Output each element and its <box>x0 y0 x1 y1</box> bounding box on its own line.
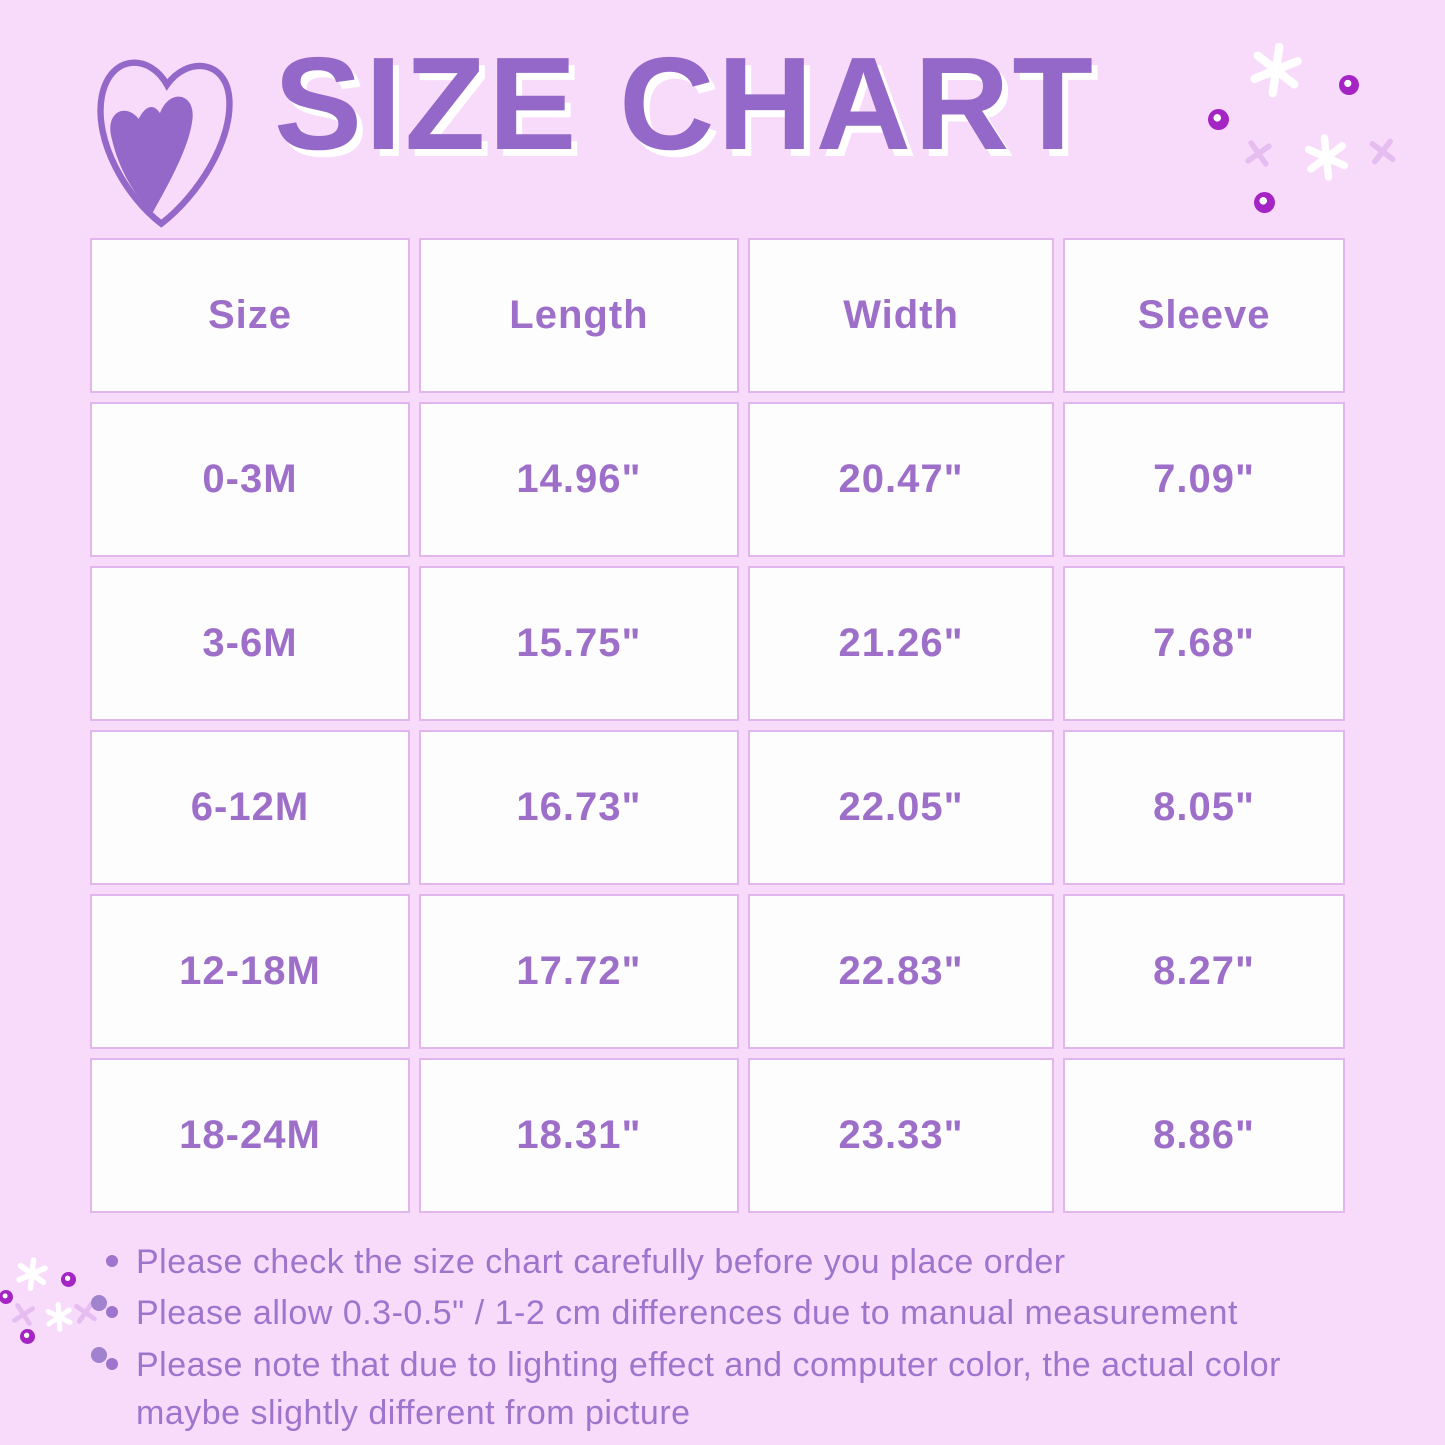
table-cell-sleeve: 8.86" <box>1063 1058 1345 1213</box>
dot-icon <box>0 1290 13 1304</box>
table-cell-length: 15.75" <box>418 566 739 721</box>
size-chart-table: Size Length Width Sleeve 0-3M 14.96" 20.… <box>90 238 1345 1213</box>
table-cell-size: 0-3M <box>90 402 410 557</box>
note-item: Please check the size chart carefully be… <box>100 1238 1345 1286</box>
table-cell-width: 21.26" <box>747 566 1055 721</box>
note-text: Please check the size chart carefully be… <box>136 1243 1066 1281</box>
cross-icon <box>1245 140 1272 167</box>
cross-icon <box>12 1303 35 1326</box>
table-cell-sleeve: 8.05" <box>1063 730 1345 885</box>
sparkle-star-icon <box>1303 134 1350 181</box>
column-header-width: Width <box>747 238 1055 393</box>
dot-icon <box>1254 192 1275 213</box>
heart-icon <box>82 48 252 228</box>
column-header-length: Length <box>418 238 739 393</box>
note-text: Please note that due to lighting effect … <box>136 1345 1281 1432</box>
notes-list: Please check the size chart carefully be… <box>100 1238 1345 1440</box>
table-cell-width: 22.83" <box>747 894 1055 1049</box>
muted-dot-icon <box>91 1347 107 1363</box>
note-item: Please allow 0.3-0.5" / 1-2 cm differenc… <box>100 1289 1345 1337</box>
bullet-dot-icon <box>106 1306 118 1319</box>
dot-icon <box>1208 109 1229 130</box>
cross-icon <box>74 1301 97 1324</box>
table-cell-size: 6-12M <box>90 730 410 885</box>
table-cell-sleeve: 8.27" <box>1063 894 1345 1049</box>
sparkle-star-icon <box>44 1302 74 1332</box>
note-text: Please allow 0.3-0.5" / 1-2 cm differenc… <box>136 1294 1238 1333</box>
column-header-sleeve: Sleeve <box>1063 238 1345 393</box>
bullet-dot-icon <box>106 1357 118 1370</box>
bullet-dot-icon <box>106 1255 118 1267</box>
table-cell-width: 22.05" <box>747 730 1055 885</box>
note-item: Please note that due to lighting effect … <box>100 1341 1345 1438</box>
table-cell-length: 16.73" <box>418 730 739 885</box>
table-cell-width: 23.33" <box>747 1058 1055 1213</box>
dot-icon <box>61 1272 76 1287</box>
table-cell-sleeve: 7.68" <box>1063 566 1345 721</box>
table-cell-length: 17.72" <box>418 894 739 1049</box>
table-cell-length: 14.96" <box>418 402 739 557</box>
table-cell-size: 12-18M <box>90 894 410 1049</box>
muted-dot-icon <box>91 1295 107 1311</box>
table-cell-sleeve: 7.09" <box>1063 402 1345 557</box>
cross-icon <box>1369 138 1396 165</box>
sparkle-star-icon <box>1248 42 1304 98</box>
table-cell-length: 18.31" <box>418 1058 739 1213</box>
page-title: SIZE CHART <box>274 30 1096 177</box>
dot-icon <box>20 1329 35 1344</box>
dot-icon <box>1339 75 1359 95</box>
table-cell-width: 20.47" <box>747 402 1055 557</box>
sparkle-star-icon <box>15 1257 49 1291</box>
table-cell-size: 3-6M <box>90 566 410 721</box>
table-cell-size: 18-24M <box>90 1058 410 1213</box>
column-header-size: Size <box>90 238 410 393</box>
